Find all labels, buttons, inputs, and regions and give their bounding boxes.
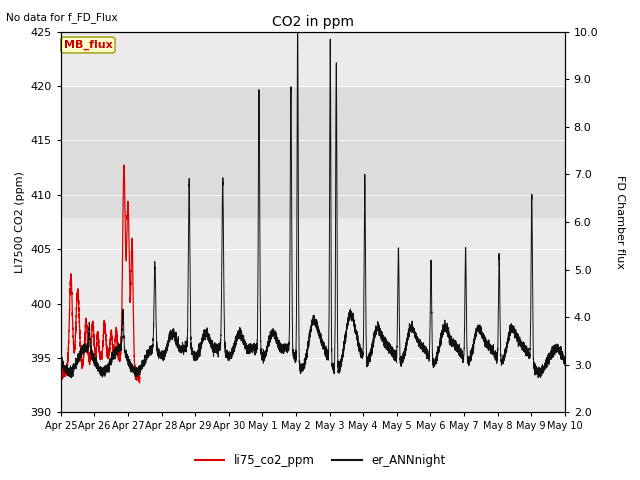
Y-axis label: LI7500 CO2 (ppm): LI7500 CO2 (ppm) bbox=[15, 171, 25, 273]
Title: CO2 in ppm: CO2 in ppm bbox=[272, 15, 354, 29]
Text: No data for f_FD_Flux: No data for f_FD_Flux bbox=[6, 12, 118, 23]
Y-axis label: FD Chamber flux: FD Chamber flux bbox=[615, 175, 625, 269]
Legend: li75_co2_ppm, er_ANNnight: li75_co2_ppm, er_ANNnight bbox=[190, 449, 450, 472]
Text: MB_flux: MB_flux bbox=[63, 40, 112, 50]
Bar bbox=[61, 86, 564, 216]
